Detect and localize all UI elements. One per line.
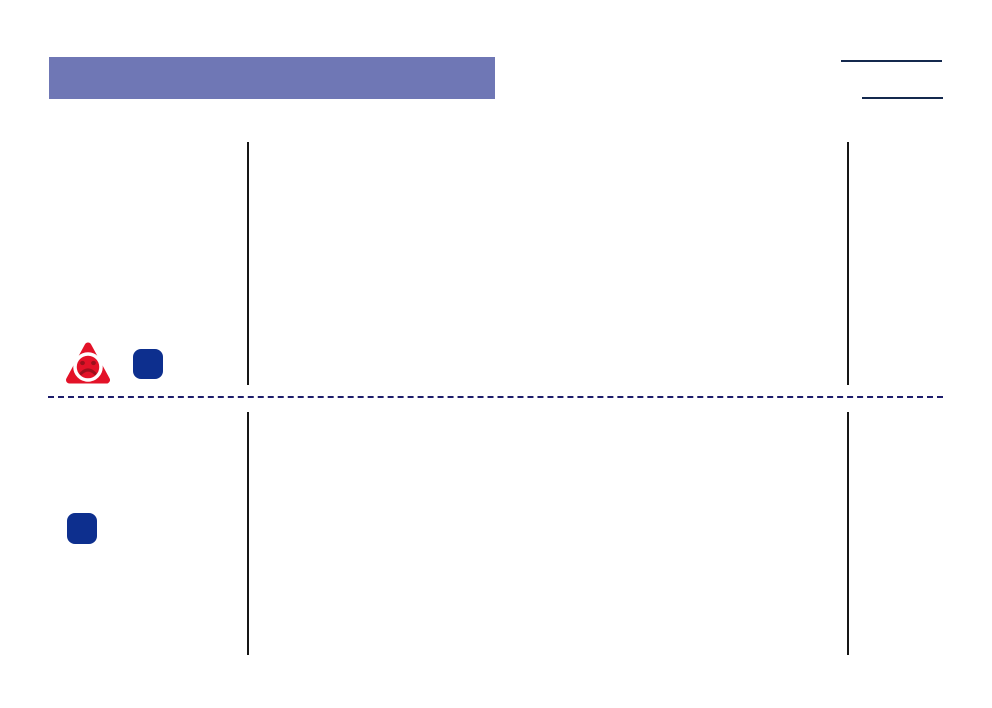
header-rule-line-top: [841, 60, 942, 62]
lower-column-rule-right: [847, 412, 849, 655]
title-bar: [49, 57, 495, 99]
header-rule-line-bottom: [862, 97, 943, 99]
upper-column-rule-right: [847, 142, 849, 385]
rounded-square-icon[interactable]: [133, 349, 163, 379]
sad-face-warning-icon[interactable]: [65, 341, 111, 386]
lower-column-rule-left: [247, 412, 249, 655]
upper-column-rule-left: [247, 142, 249, 385]
dashed-section-divider: [48, 396, 943, 398]
sad-face-warning-icon-svg: [66, 342, 110, 384]
rounded-square-icon[interactable]: [67, 513, 97, 544]
